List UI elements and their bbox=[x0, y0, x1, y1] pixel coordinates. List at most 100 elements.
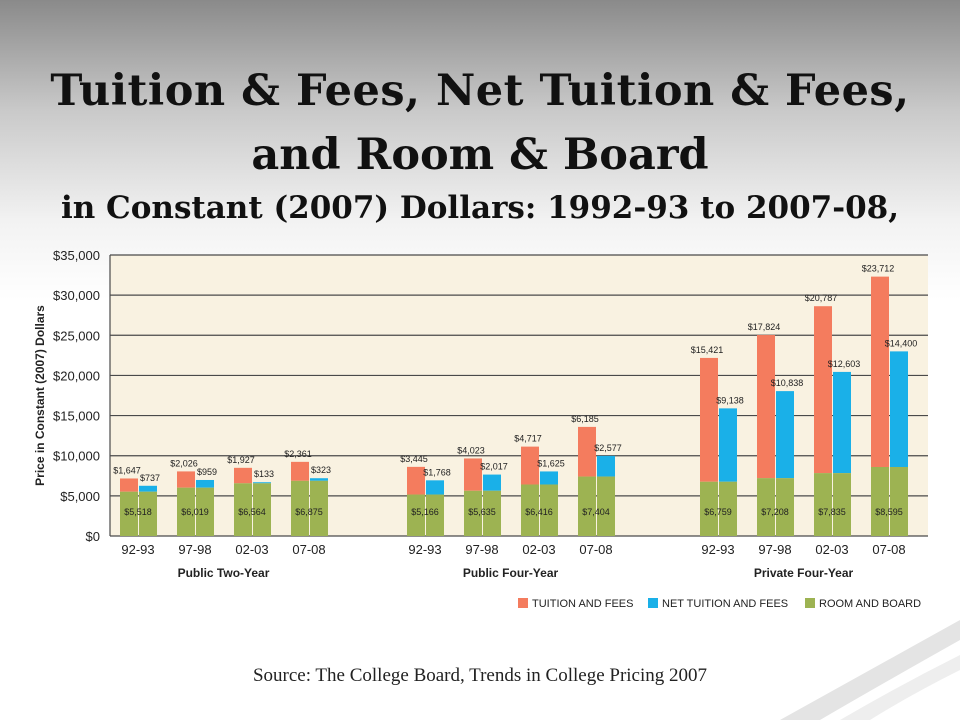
net-tuition-data-label: $737 bbox=[140, 473, 160, 483]
room-board-bar bbox=[177, 487, 195, 536]
tuition-bar bbox=[177, 471, 195, 488]
tuition-data-label: $23,712 bbox=[862, 264, 895, 274]
tuition-data-label: $20,787 bbox=[805, 293, 838, 303]
net-tuition-bar bbox=[426, 480, 444, 495]
tuition-data-label: $4,717 bbox=[514, 434, 542, 444]
slide-title-line2: and Room & Board bbox=[251, 130, 709, 180]
net-tuition-data-label: $1,768 bbox=[423, 467, 451, 477]
net-tuition-bar bbox=[253, 482, 271, 484]
room-board-data-label: $7,208 bbox=[761, 507, 789, 517]
net-tuition-data-label: $9,138 bbox=[716, 395, 744, 405]
tuition-bar bbox=[757, 335, 775, 479]
legend-label: ROOM AND BOARD bbox=[819, 598, 921, 610]
tuition-bar bbox=[700, 357, 718, 482]
y-tick-label: $15,000 bbox=[53, 409, 100, 424]
net-tuition-bar bbox=[776, 391, 794, 479]
x-tick-label: 02-03 bbox=[815, 542, 848, 557]
room-board-bar bbox=[253, 483, 271, 536]
net-tuition-bar bbox=[719, 408, 737, 482]
tuition-data-label: $2,361 bbox=[284, 449, 312, 459]
room-board-bar bbox=[426, 494, 444, 536]
tuition-bar bbox=[291, 461, 309, 481]
x-tick-label: 97-98 bbox=[178, 542, 211, 557]
legend-swatch bbox=[518, 598, 528, 608]
net-tuition-data-label: $323 bbox=[311, 465, 331, 475]
room-board-bar bbox=[776, 478, 794, 536]
room-board-bar bbox=[483, 490, 501, 536]
y-tick-label: $20,000 bbox=[53, 368, 100, 383]
net-tuition-data-label: $2,577 bbox=[594, 443, 622, 453]
y-tick-label: $35,000 bbox=[53, 248, 100, 263]
room-board-bar bbox=[196, 487, 214, 536]
x-tick-label: 92-93 bbox=[701, 542, 734, 557]
room-board-bar bbox=[700, 481, 718, 536]
room-board-data-label: $5,518 bbox=[124, 507, 152, 517]
tuition-data-label: $15,421 bbox=[691, 345, 724, 355]
group-label: Public Two-Year bbox=[178, 566, 270, 580]
room-board-bar bbox=[120, 491, 138, 536]
y-tick-label: $10,000 bbox=[53, 449, 100, 464]
room-board-data-label: $7,835 bbox=[818, 507, 846, 517]
y-tick-label: $25,000 bbox=[53, 328, 100, 343]
x-tick-label: 92-93 bbox=[121, 542, 154, 557]
net-tuition-bar bbox=[833, 371, 851, 474]
room-board-data-label: $6,564 bbox=[238, 507, 266, 517]
net-tuition-data-label: $1,625 bbox=[537, 458, 565, 468]
net-tuition-bar bbox=[139, 485, 157, 492]
tuition-data-label: $2,026 bbox=[170, 458, 198, 468]
x-tick-label: 07-08 bbox=[872, 542, 905, 557]
net-tuition-data-label: $2,017 bbox=[480, 462, 508, 472]
room-board-bar bbox=[833, 473, 851, 536]
legend-label: NET TUITION AND FEES bbox=[662, 598, 788, 610]
room-board-data-label: $6,875 bbox=[295, 507, 323, 517]
tuition-bar bbox=[578, 426, 596, 477]
room-board-bar bbox=[578, 476, 596, 536]
room-board-data-label: $7,404 bbox=[582, 507, 610, 517]
net-tuition-bar bbox=[196, 479, 214, 488]
net-tuition-bar bbox=[890, 351, 908, 467]
net-tuition-bar bbox=[597, 455, 615, 477]
tuition-data-label: $3,445 bbox=[400, 454, 428, 464]
tuition-bar bbox=[871, 276, 889, 467]
room-board-bar bbox=[597, 476, 615, 536]
net-tuition-data-label: $133 bbox=[254, 469, 274, 479]
room-board-bar bbox=[521, 484, 539, 536]
legend-swatch bbox=[805, 598, 815, 608]
room-board-bar bbox=[540, 484, 558, 536]
y-axis-label: Price in Constant (2007) Dollars bbox=[33, 305, 47, 486]
room-board-bar bbox=[464, 490, 482, 536]
x-tick-label: 97-98 bbox=[465, 542, 498, 557]
room-board-bar bbox=[139, 491, 157, 536]
room-board-bar bbox=[890, 466, 908, 536]
room-board-bar bbox=[310, 480, 328, 536]
net-tuition-bar bbox=[540, 471, 558, 485]
room-board-bar bbox=[719, 481, 737, 536]
tuition-bar bbox=[234, 467, 252, 484]
decorative-swoosh bbox=[780, 620, 960, 720]
room-board-data-label: $5,635 bbox=[468, 507, 496, 517]
x-tick-label: 02-03 bbox=[235, 542, 268, 557]
room-board-bar bbox=[814, 473, 832, 536]
x-tick-label: 97-98 bbox=[758, 542, 791, 557]
tuition-data-label: $4,023 bbox=[457, 445, 485, 455]
room-board-data-label: $6,019 bbox=[181, 507, 209, 517]
room-board-bar bbox=[291, 480, 309, 536]
x-tick-label: 07-08 bbox=[579, 542, 612, 557]
room-board-data-label: $5,166 bbox=[411, 507, 439, 517]
y-tick-label: $0 bbox=[86, 529, 100, 544]
room-board-bar bbox=[757, 478, 775, 536]
tuition-bar bbox=[407, 466, 425, 495]
tuition-bar bbox=[521, 446, 539, 485]
legend-label: TUITION AND FEES bbox=[532, 598, 633, 610]
group-label: Private Four-Year bbox=[754, 566, 854, 580]
room-board-bar bbox=[234, 483, 252, 536]
net-tuition-data-label: $959 bbox=[197, 467, 217, 477]
tuition-data-label: $17,824 bbox=[748, 322, 781, 332]
tuition-data-label: $1,927 bbox=[227, 455, 255, 465]
tuition-bar bbox=[814, 306, 832, 474]
y-tick-label: $30,000 bbox=[53, 288, 100, 303]
slide-subtitle: in Constant (2007) Dollars: 1992-93 to 2… bbox=[60, 190, 900, 226]
y-tick-label: $5,000 bbox=[60, 489, 100, 504]
x-tick-label: 02-03 bbox=[522, 542, 555, 557]
legend-swatch bbox=[648, 598, 658, 608]
